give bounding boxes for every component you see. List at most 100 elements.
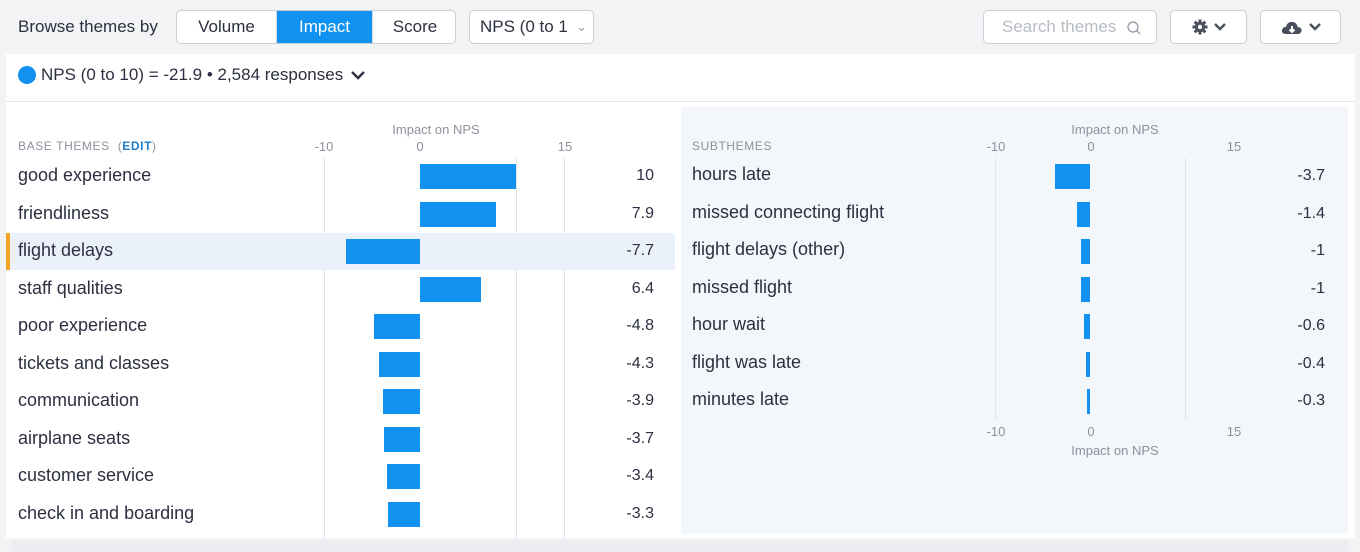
- tab-score[interactable]: Score: [392, 17, 438, 36]
- impact-bar: [1084, 314, 1090, 339]
- search-input[interactable]: [1002, 17, 1126, 37]
- metric-select[interactable]: NPS (0 to 1 ⌄: [469, 10, 594, 44]
- cloud-download-icon: [1281, 21, 1302, 34]
- impact-value: -0.6: [1297, 317, 1325, 334]
- impact-bar: [1054, 164, 1090, 189]
- gridline: [1185, 158, 1186, 419]
- subtheme-label: flight was late: [692, 351, 802, 372]
- impact-value: -7.7: [626, 242, 654, 259]
- theme-label: airplane seats: [18, 427, 131, 448]
- theme-label: poor experience: [18, 315, 148, 335]
- nps-summary[interactable]: NPS (0 to 10) = -21.9 • 2,584 responses: [18, 65, 366, 85]
- impact-bar: [378, 351, 420, 377]
- gear-icon: [1192, 19, 1207, 35]
- subtheme-row[interactable]: hours late -3.7: [681, 158, 1348, 195]
- impact-value: -3.7: [626, 429, 654, 447]
- download-button[interactable]: [1260, 10, 1341, 44]
- theme-label: customer service: [18, 465, 155, 485]
- impact-value: -3.3: [626, 504, 654, 522]
- theme-row[interactable]: customer service -3.4: [6, 458, 675, 495]
- chevron-down-icon: ⌄: [576, 19, 587, 34]
- subtheme-label: minutes late: [692, 389, 790, 409]
- theme-row[interactable]: airplane seats -3.7: [6, 421, 675, 458]
- toolbar: Browse themes by Volume Impact Score NPS…: [0, 0, 1360, 54]
- series-dot-icon: [18, 66, 36, 84]
- impact-value: -0.3: [1297, 392, 1325, 409]
- search-box: [983, 10, 1157, 44]
- subtheme-row[interactable]: flight was late -0.4: [681, 346, 1348, 383]
- theme-label: check in and boarding: [18, 502, 195, 523]
- metric-select-value: NPS (0 to 1: [480, 17, 568, 36]
- search-icon: [1127, 21, 1141, 35]
- tick-label: 15: [557, 139, 573, 154]
- axis-title: Impact on NPS: [392, 122, 480, 137]
- theme-row[interactable]: check in and boarding -3.3: [6, 496, 675, 533]
- subtheme-label: flight delays (other): [692, 239, 846, 259]
- subtheme-row[interactable]: missed flight -1: [681, 271, 1348, 308]
- theme-label: communication: [18, 390, 140, 410]
- axis-title-bottom: Impact on NPS: [1071, 443, 1159, 458]
- impact-value: -1.4: [1297, 204, 1325, 222]
- theme-row[interactable]: good experience 10: [6, 158, 675, 195]
- tick-label: 0: [1087, 139, 1095, 154]
- view-mode-tabs: Volume Impact Score: [176, 10, 456, 44]
- footer-bar: [12, 540, 1348, 552]
- impact-value: -0.4: [1297, 354, 1325, 372]
- theme-row[interactable]: communication -3.9: [6, 383, 675, 420]
- theme-row[interactable]: tickets and classes -4.3: [6, 346, 675, 383]
- impact-bar: [1087, 389, 1090, 414]
- tab-impact[interactable]: Impact: [277, 11, 373, 43]
- subtheme-row[interactable]: missed connecting flight -1.4: [681, 196, 1348, 233]
- subtheme-row[interactable]: minutes late -0.3: [681, 383, 1348, 420]
- gridline: [995, 158, 996, 419]
- subtheme-row[interactable]: flight delays (other) -1: [681, 233, 1348, 270]
- theme-label: good experience: [18, 165, 152, 185]
- impact-bar: [387, 464, 420, 489]
- impact-value: -1: [1310, 242, 1325, 259]
- theme-label: staff qualities: [18, 277, 123, 298]
- tab-volume[interactable]: Volume: [177, 11, 277, 43]
- impact-bar: [420, 164, 516, 189]
- impact-value: 7.9: [631, 204, 654, 222]
- impact-bar: [1086, 351, 1090, 377]
- gridline: [324, 158, 325, 538]
- subtheme-row[interactable]: hour wait -0.6: [681, 308, 1348, 345]
- impact-value: -3.7: [1297, 167, 1325, 184]
- tick-label: 0: [416, 139, 424, 154]
- impact-bar: [382, 389, 420, 414]
- impact-value: 10: [636, 167, 654, 184]
- axis-title: Impact on NPS: [1071, 122, 1159, 137]
- impact-bar: [1076, 201, 1090, 227]
- impact-bar: [420, 276, 482, 302]
- tick-label: -10: [314, 139, 334, 154]
- tick-label: 0: [1087, 424, 1095, 439]
- base-themes-title: BASE THEMES: [18, 139, 110, 153]
- theme-row[interactable]: staff qualities 6.4: [6, 271, 675, 308]
- theme-row[interactable]: poor experience -4.8: [6, 308, 675, 345]
- chevron-down-icon: [1308, 23, 1321, 31]
- theme-label: tickets and classes: [18, 352, 170, 373]
- theme-row[interactable]: flight delays -7.7: [6, 233, 675, 270]
- impact-value: -4.3: [626, 354, 654, 372]
- tick-label: -10: [986, 139, 1006, 154]
- impact-bar: [420, 201, 496, 227]
- impact-value: -4.8: [626, 317, 654, 334]
- subthemes-heading: SUBTHEMES: [692, 139, 773, 153]
- impact-value: 6.4: [631, 279, 654, 297]
- theme-label: flight delays: [18, 240, 114, 260]
- impact-bar: [373, 314, 420, 339]
- edit-themes-link[interactable]: EDIT: [122, 139, 153, 153]
- tick-label: 15: [1226, 139, 1242, 154]
- base-themes-heading: BASE THEMES (EDIT): [18, 139, 157, 153]
- browse-label: Browse themes by: [18, 17, 158, 36]
- impact-bar: [388, 501, 420, 527]
- impact-value: -3.4: [626, 467, 654, 484]
- theme-label: friendliness: [18, 202, 110, 223]
- settings-button[interactable]: [1170, 10, 1247, 44]
- subthemes-panel: SUBTHEMES Impact on NPS -10 0 15 Impact …: [681, 107, 1348, 534]
- impact-bar: [1080, 276, 1090, 302]
- tick-label: -10: [986, 424, 1006, 439]
- theme-row[interactable]: friendliness 7.9: [6, 196, 675, 233]
- impact-value: -1: [1310, 279, 1325, 297]
- subtheme-label: missed flight: [692, 276, 793, 297]
